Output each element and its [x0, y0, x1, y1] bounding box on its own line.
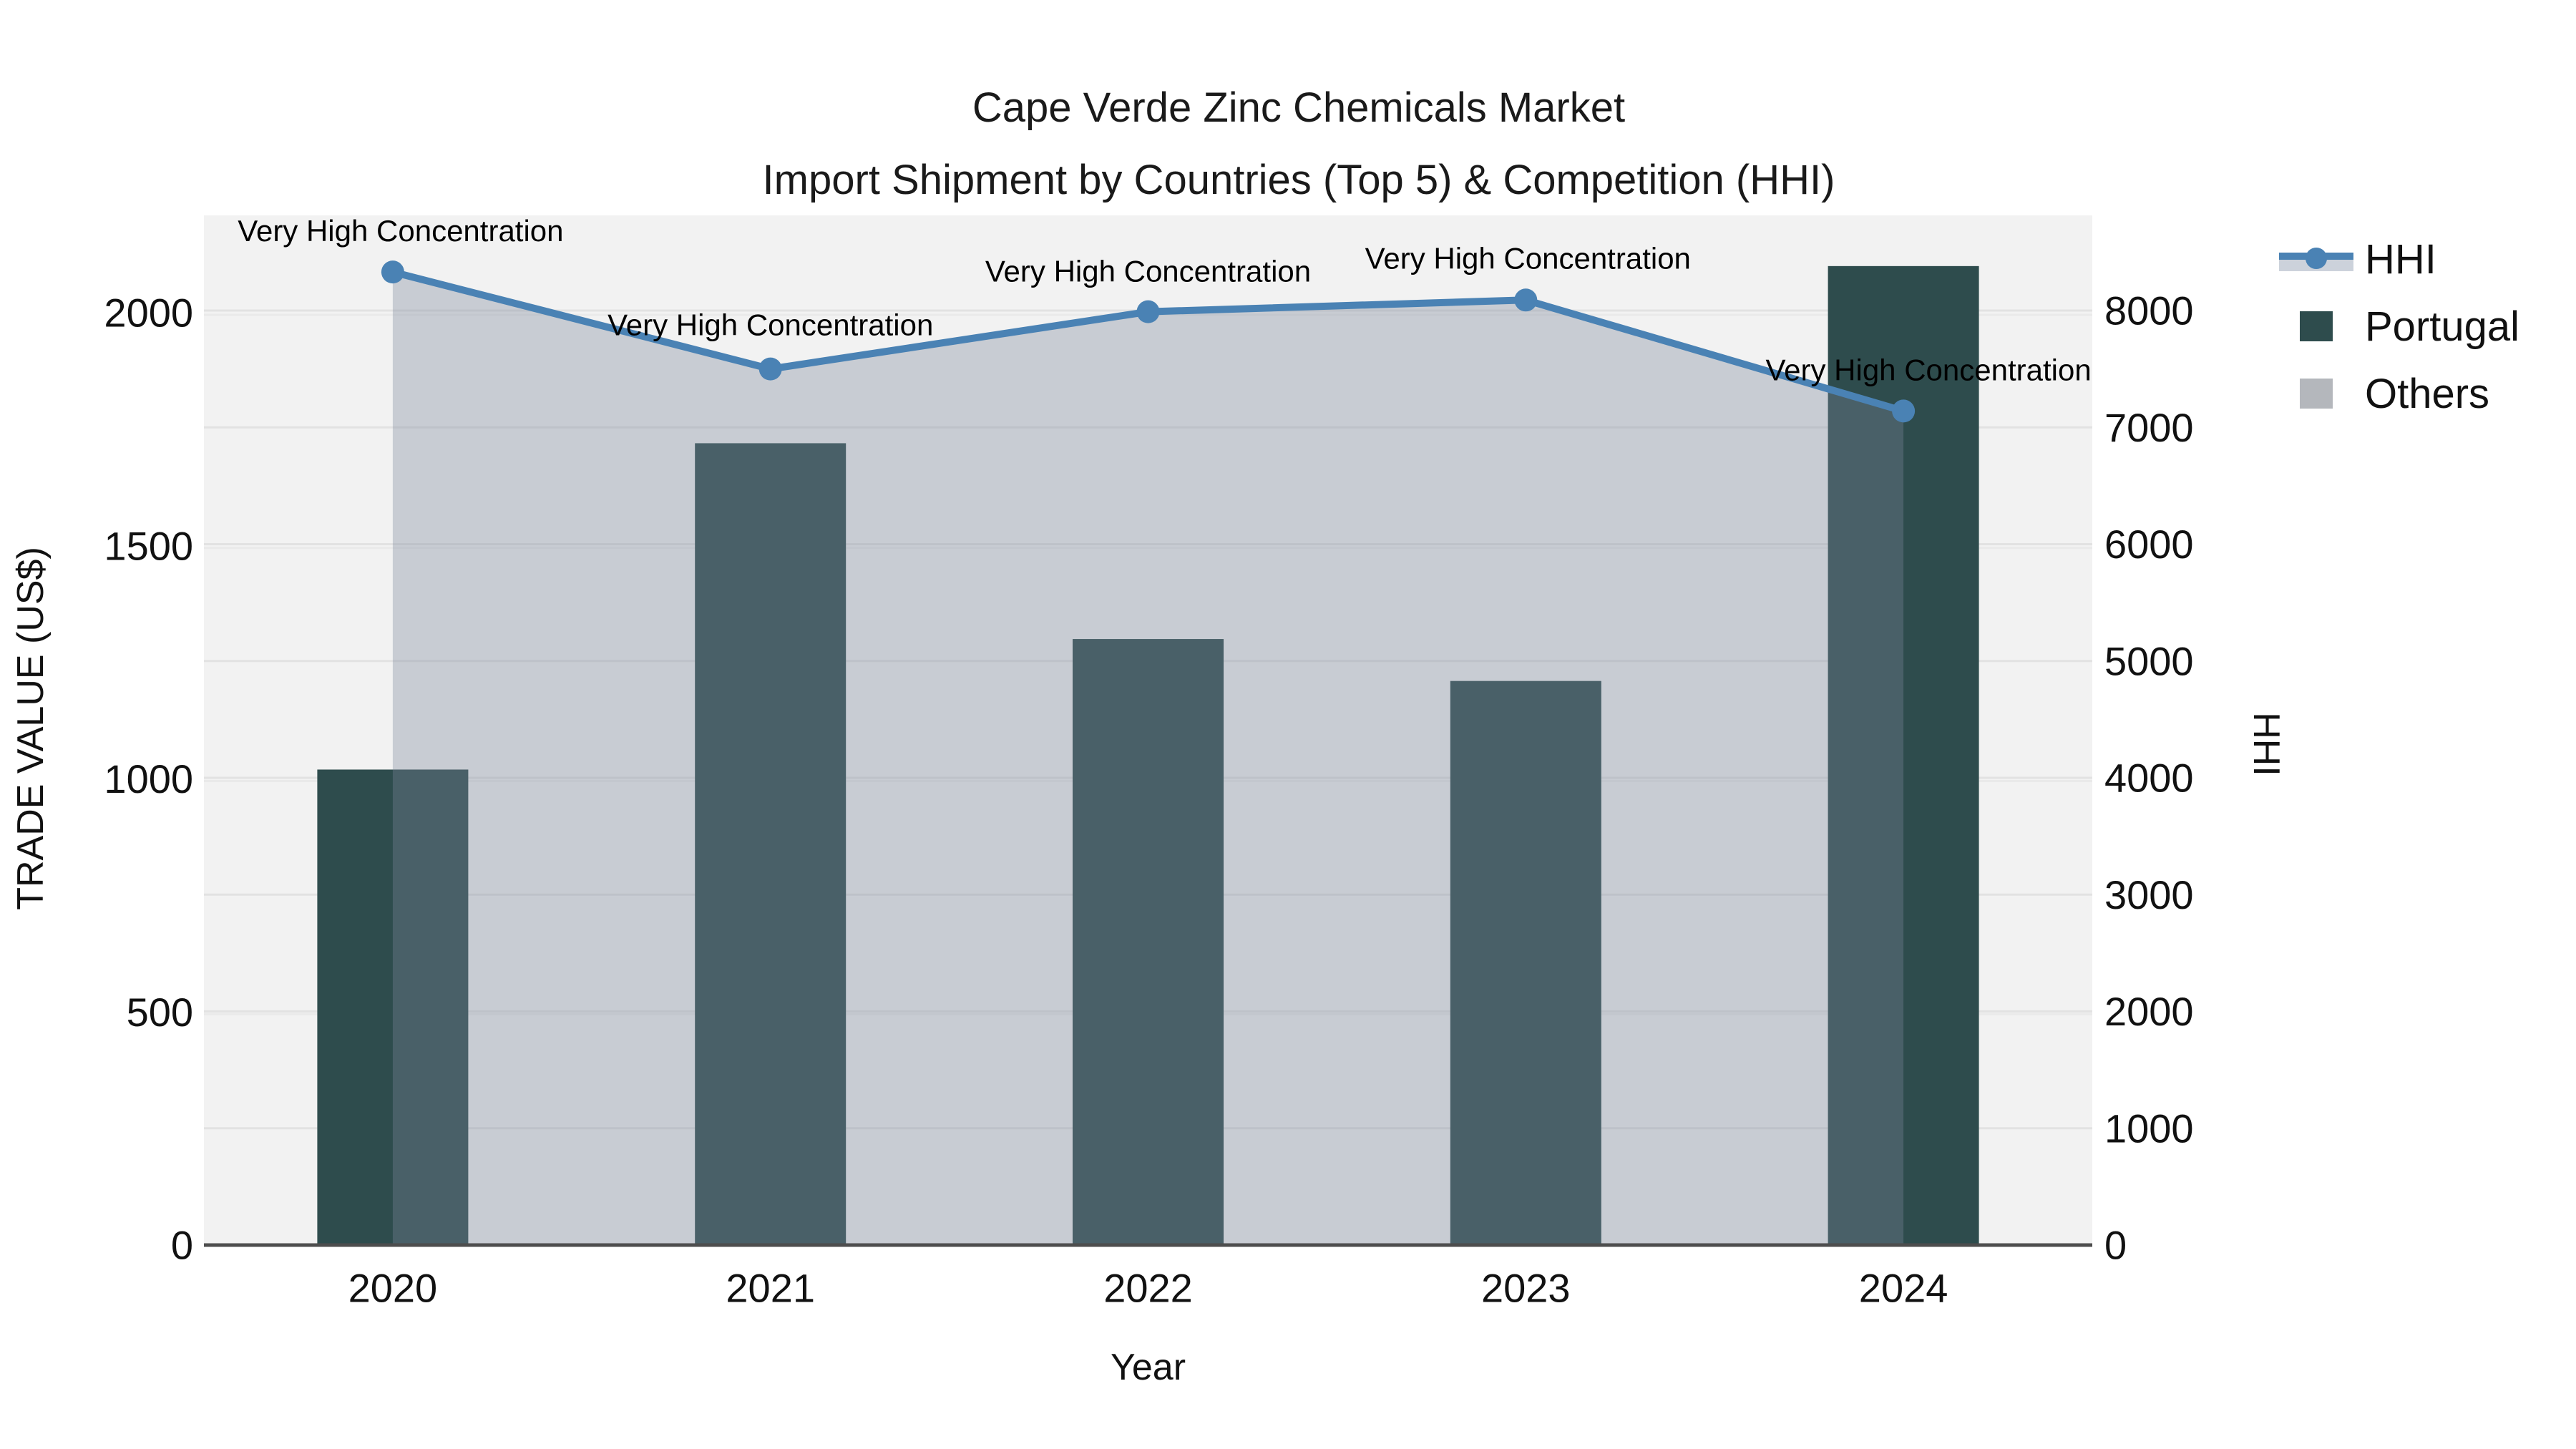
x-axis-tick-2020: 2020 [348, 1266, 438, 1311]
annotation-2021: Very High Concentration [608, 308, 933, 342]
annotation-2020: Very High Concentration [238, 214, 563, 248]
legend-item-hhi: HHI [2279, 235, 2519, 283]
hhi-marker-2023 [1514, 288, 1538, 312]
x-axis-tick-2023: 2023 [1481, 1266, 1571, 1311]
x-axis-tick-2024: 2024 [1859, 1266, 1948, 1311]
y2-axis-tick-5000: 5000 [2104, 638, 2194, 683]
hhi-marker-2020 [381, 260, 404, 284]
others-area [392, 275, 1904, 1245]
y-axis-tick-500: 500 [127, 990, 193, 1035]
portugal-bar-2020 [317, 769, 469, 1245]
y2-axis-tick-8000: 8000 [2104, 288, 2194, 333]
hhi-line-icon [2279, 246, 2353, 272]
y2-axis-tick-4000: 4000 [2104, 756, 2194, 801]
y-axis-title: TRADE VALUE (US$) [10, 547, 52, 910]
portugal-swatch-icon [2279, 311, 2353, 341]
hhi-marker-2022 [1136, 300, 1160, 323]
y-axis-tick-0: 0 [171, 1223, 193, 1268]
annotation-2024: Very High Concentration [1765, 353, 2091, 386]
y-axis-tick-1500: 1500 [104, 523, 193, 568]
y2-axis-tick-6000: 6000 [2104, 522, 2194, 567]
hhi-marker-2021 [758, 357, 782, 381]
annotation-2023: Very High Concentration [1365, 241, 1691, 275]
legend-label-others: Others [2365, 370, 2490, 417]
portugal-bar-2023 [1450, 680, 1601, 1245]
chart-title-line2: Import Shipment by Countries (Top 5) & C… [762, 157, 1835, 203]
legend-label-portugal: Portugal [2365, 303, 2520, 350]
portugal-bar-2024 [1828, 265, 1979, 1246]
portugal-bar-2021 [695, 443, 847, 1246]
legend-label-hhi: HHI [2365, 235, 2436, 283]
y2-axis-tick-1000: 1000 [2104, 1106, 2194, 1151]
y2-axis-tick-7000: 7000 [2104, 405, 2194, 450]
y2-axis-tick-0: 0 [2104, 1223, 2127, 1268]
x-axis-tick-2021: 2021 [726, 1266, 815, 1311]
x-axis-title: Year [1111, 1347, 1186, 1388]
y2-axis-tick-3000: 3000 [2104, 872, 2194, 917]
portugal-bar-2022 [1073, 639, 1224, 1245]
y2-axis-title: HHI [2245, 712, 2287, 776]
legend-item-others: Others [2279, 369, 2519, 418]
hhi-marker-2024 [1892, 399, 1916, 423]
legend-item-portugal: Portugal [2279, 302, 2519, 351]
y-axis-tick-1000: 1000 [104, 756, 193, 801]
legend: HHI Portugal Others [2279, 235, 2519, 418]
chart-title-line1: Cape Verde Zinc Chemicals Market [972, 84, 1626, 131]
y-axis-tick-2000: 2000 [104, 291, 193, 336]
annotation-2022: Very High Concentration [985, 255, 1311, 288]
x-axis-tick-2022: 2022 [1103, 1266, 1193, 1311]
y2-axis-tick-2000: 2000 [2104, 989, 2194, 1034]
chart-title: Cape Verde Zinc Chemicals Market Import … [763, 72, 1835, 216]
others-swatch-icon [2279, 379, 2353, 409]
